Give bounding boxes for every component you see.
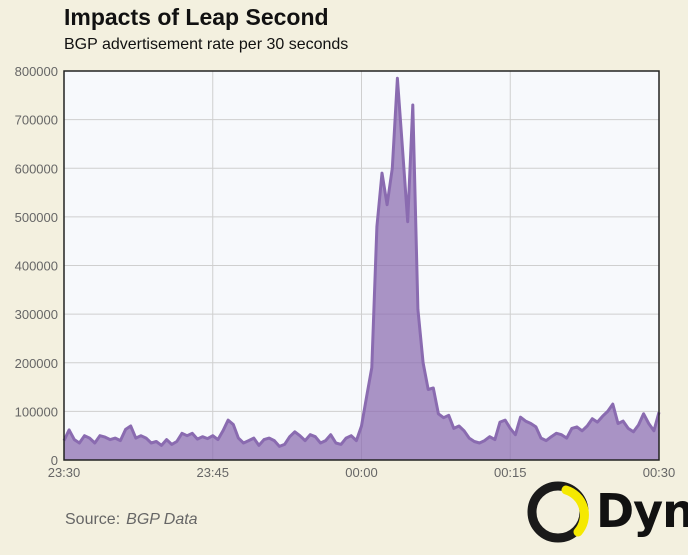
y-tick-label: 700000 <box>15 113 58 128</box>
logo-ring-icon <box>527 481 589 543</box>
x-tick-label: 23:45 <box>196 465 229 480</box>
source-label: Source: <box>65 511 121 528</box>
series-line <box>62 76 661 448</box>
chart-subtitle: BGP advertisement rate per 30 seconds <box>64 36 349 53</box>
x-tick-label: 00:30 <box>643 465 676 480</box>
dyn-logo: Dyn <box>526 480 688 550</box>
plot-border <box>63 70 660 461</box>
x-tick-label: 23:30 <box>48 465 81 480</box>
y-tick-label: 400000 <box>15 259 58 274</box>
y-tick-label: 800000 <box>15 64 58 79</box>
y-tick-label: 100000 <box>15 404 58 419</box>
x-tick-label: 00:00 <box>345 465 378 480</box>
source-value: BGP Data <box>126 511 198 528</box>
y-tick-label: 200000 <box>15 356 58 371</box>
source-note: Source: BGP Data <box>65 511 198 529</box>
axis-ticks: 0 100000 200000 300000 400000 500000 600000 700… <box>15 64 676 480</box>
logo-text: Dyn <box>596 484 688 538</box>
chart-title: Impacts of Leap Second <box>64 4 329 30</box>
y-tick-label: 500000 <box>15 210 58 225</box>
y-tick-label: 0 <box>51 453 58 468</box>
y-tick-label: 600000 <box>15 161 58 176</box>
plot-area <box>62 70 661 461</box>
chart-grid <box>64 71 659 460</box>
y-tick-label: 300000 <box>15 307 58 322</box>
x-tick-label: 00:15 <box>494 465 527 480</box>
